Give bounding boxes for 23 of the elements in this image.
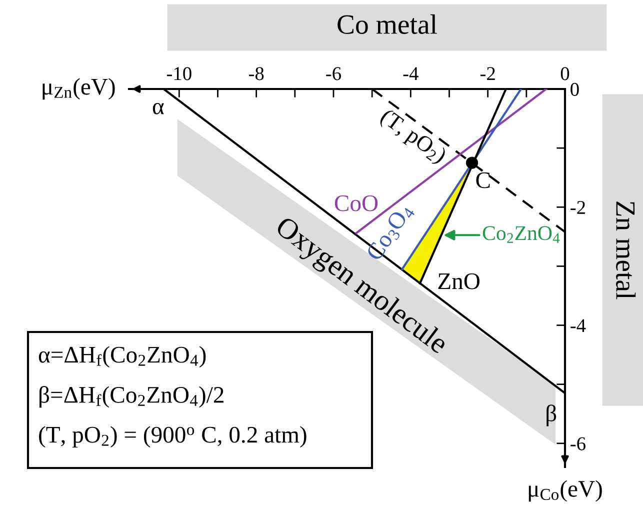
annotation: β=ΔH$_{f}$(Co$_{2}$ZnO$_{4}$)/2 [40,386,224,408]
x-tick-label: -10 [166,67,192,80]
x-tick-label: 0 [560,67,570,80]
annotation: β [546,404,556,426]
series-label: CoO [334,195,378,212]
x-axis-title: μ$_{Zn}$(eV) [42,78,115,100]
annotation: C [476,172,490,188]
y-axis-title: μ$_{Co}$(eV) [528,480,602,502]
series-label: Co$_{2}$ZnO$_{4}$ [482,226,560,243]
annotation: (T, pO$_{2}$) [377,108,448,167]
x-tick-label: -6 [326,67,342,80]
annotation: (T, pO$_{2}$) = (900$^{o}$ C, 0.2 atm) [39,426,306,448]
y-tick-label: -6 [570,437,586,450]
annotation: α=ΔH$_{f}$(Co$_{2}$ZnO$_{4}$) [38,346,206,368]
y-tick-label: -2 [570,200,585,214]
x-tick-label: -8 [248,67,264,80]
text: Zn metal [616,202,636,300]
y-tick-label: 0 [570,82,579,96]
annotation: α [152,102,164,114]
y-tick-label: -4 [570,319,586,332]
x-tick-label: -2 [480,67,495,80]
text: Co metal [338,14,437,34]
x-tick-label: -4 [403,67,418,80]
